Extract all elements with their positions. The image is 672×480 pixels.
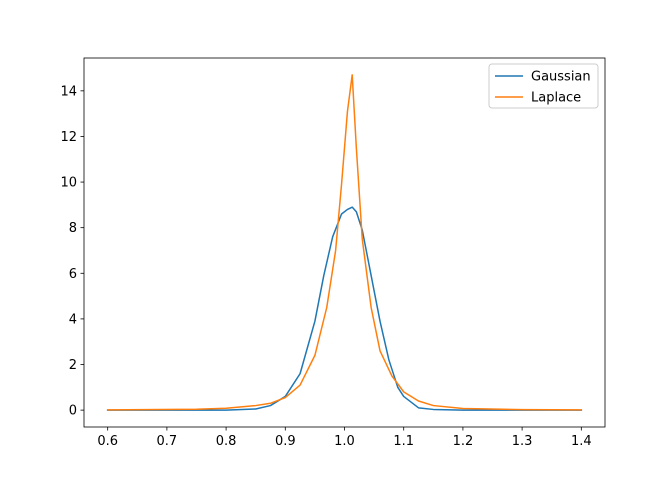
y-tick-label: 4 — [69, 312, 77, 327]
y-tick-label: 12 — [60, 130, 77, 145]
series-line-laplace — [106, 74, 583, 411]
y-tick-label: 8 — [69, 221, 77, 236]
axes: 0.6 0.7 0.8 0.9 1.0 1.1 1.2 1.3 1.4 0 2 4 6 8 10 12 14 — [60, 57, 606, 449]
plot-area — [106, 74, 583, 411]
x-tick-label: 1.3 — [512, 434, 533, 449]
y-tick-label: 0 — [69, 404, 77, 419]
legend-label-gaussian: Gaussian — [531, 70, 591, 85]
x-tick-label: 1.2 — [453, 434, 474, 449]
y-tick-label: 14 — [60, 84, 77, 99]
legend-label-laplace: Laplace — [531, 91, 581, 106]
x-tick-label: 1.4 — [571, 434, 592, 449]
legend: Gaussian Laplace — [488, 63, 599, 109]
y-tick-label: 6 — [69, 267, 77, 282]
x-tick-label: 1.1 — [393, 434, 414, 449]
x-tick-label: 1.0 — [334, 434, 355, 449]
x-tick-label: 0.9 — [275, 434, 296, 449]
x-tick-label: 0.6 — [97, 434, 118, 449]
y-tick-label: 10 — [60, 176, 77, 191]
x-tick-label: 0.7 — [157, 434, 178, 449]
x-tick-label: 0.8 — [216, 434, 237, 449]
y-tick-label: 2 — [69, 358, 77, 373]
